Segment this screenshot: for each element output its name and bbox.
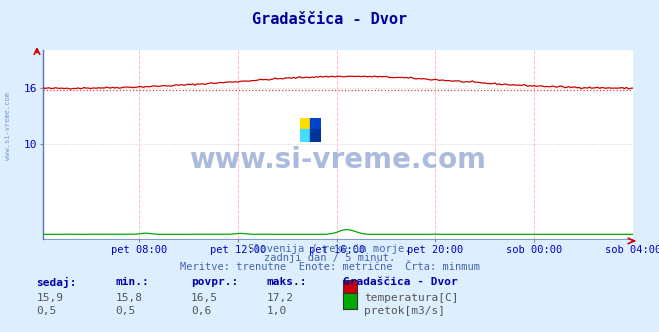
Text: Gradaščica - Dvor: Gradaščica - Dvor bbox=[343, 277, 457, 287]
Text: maks.:: maks.: bbox=[267, 277, 307, 287]
Text: temperatura[C]: temperatura[C] bbox=[364, 293, 458, 303]
Text: Slovenija / reke in morje.: Slovenija / reke in morje. bbox=[248, 244, 411, 254]
Text: 1,0: 1,0 bbox=[267, 306, 287, 316]
Text: 15,8: 15,8 bbox=[115, 293, 142, 303]
Text: www.si-vreme.com: www.si-vreme.com bbox=[5, 92, 11, 160]
Text: pretok[m3/s]: pretok[m3/s] bbox=[364, 306, 445, 316]
Text: 16,5: 16,5 bbox=[191, 293, 218, 303]
Text: 0,5: 0,5 bbox=[115, 306, 136, 316]
Text: 15,9: 15,9 bbox=[36, 293, 63, 303]
Text: 0,6: 0,6 bbox=[191, 306, 212, 316]
Text: 0,5: 0,5 bbox=[36, 306, 57, 316]
Text: Meritve: trenutne  Enote: metrične  Črta: minmum: Meritve: trenutne Enote: metrične Črta: … bbox=[179, 262, 480, 272]
Text: Gradaščica - Dvor: Gradaščica - Dvor bbox=[252, 12, 407, 27]
Text: 17,2: 17,2 bbox=[267, 293, 294, 303]
Text: zadnji dan / 5 minut.: zadnji dan / 5 minut. bbox=[264, 253, 395, 263]
Text: www.si-vreme.com: www.si-vreme.com bbox=[189, 145, 486, 174]
Text: sedaj:: sedaj: bbox=[36, 277, 76, 288]
Text: min.:: min.: bbox=[115, 277, 149, 287]
Text: povpr.:: povpr.: bbox=[191, 277, 239, 287]
